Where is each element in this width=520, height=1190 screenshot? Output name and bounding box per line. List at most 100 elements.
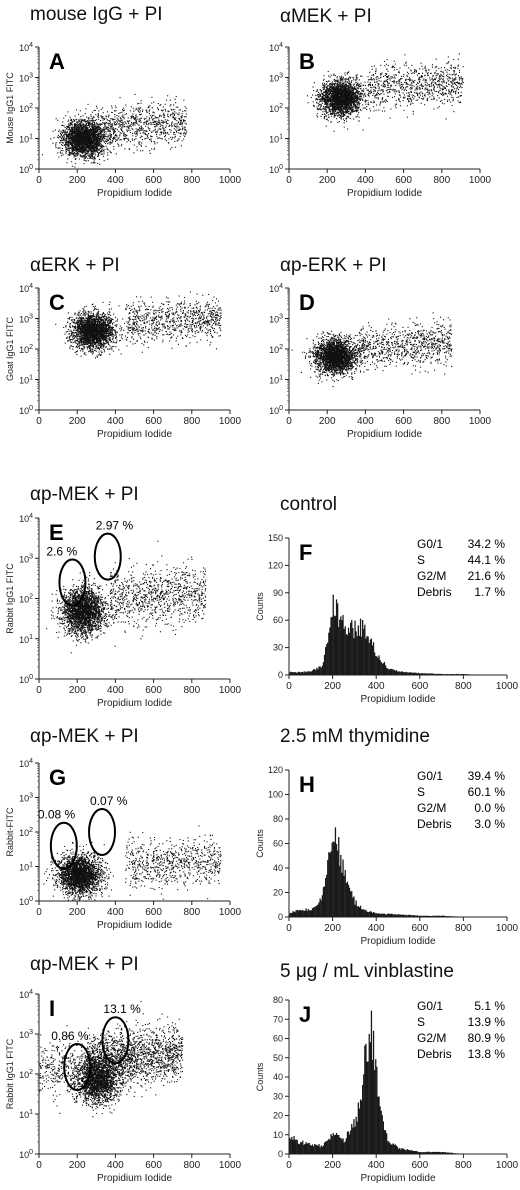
scatter-point <box>135 138 136 139</box>
scatter-point <box>97 149 98 150</box>
scatter-point <box>321 116 322 117</box>
scatter-point <box>115 122 116 123</box>
scatter-point <box>344 120 345 121</box>
scatter-point <box>119 134 120 135</box>
scatter-point <box>63 130 64 131</box>
scatter-point <box>367 82 368 83</box>
scatter-point <box>182 126 183 127</box>
scatter-point <box>92 112 93 113</box>
y-tick-base: 10 <box>269 74 279 84</box>
scatter-point <box>87 131 88 132</box>
scatter-point <box>58 137 59 138</box>
scatter-point <box>167 133 168 134</box>
scatter-point <box>83 129 84 130</box>
scatter-point <box>163 122 164 123</box>
scatter-point <box>92 137 93 138</box>
scatter-point <box>107 126 108 127</box>
scatter-point <box>139 143 140 144</box>
scatter-point <box>74 125 75 126</box>
scatter-point <box>62 121 63 122</box>
scatter-point <box>138 120 139 121</box>
scatter-point <box>89 133 90 134</box>
scatter-point <box>92 141 93 142</box>
scatter-point <box>82 136 83 137</box>
scatter-point <box>135 125 136 126</box>
scatter-point <box>73 154 74 155</box>
scatter-point <box>73 148 74 149</box>
scatter-point <box>105 126 106 127</box>
scatter-point <box>85 108 86 109</box>
scatter-point <box>329 93 330 94</box>
scatter-point <box>113 146 114 147</box>
scatter-point <box>123 133 124 134</box>
scatter-point <box>98 113 99 114</box>
scatter-point <box>106 131 107 132</box>
scatter-point <box>155 126 156 127</box>
scatter-point <box>153 118 154 119</box>
scatter-point <box>108 131 109 132</box>
scatter-point <box>95 120 96 121</box>
scatter-point <box>76 133 77 134</box>
scatter-point <box>176 120 177 121</box>
scatter-point <box>173 132 174 133</box>
scatter-point <box>79 129 80 130</box>
scatter-point <box>116 120 117 121</box>
scatter-point <box>139 144 140 145</box>
scatter-point <box>119 135 120 136</box>
scatter-point <box>170 115 171 116</box>
scatter-point <box>53 131 54 132</box>
scatter-point <box>138 111 139 112</box>
scatter-point <box>322 83 323 84</box>
scatter-point <box>145 146 146 147</box>
scatter-point <box>133 116 134 117</box>
scatter-point <box>79 139 80 140</box>
scatter-point <box>185 134 186 135</box>
scatter-point <box>111 152 112 153</box>
scatter-point <box>172 125 173 126</box>
scatter-point <box>99 131 100 132</box>
scatter-point <box>72 140 73 141</box>
scatter-point <box>160 132 161 133</box>
scatter-point <box>97 151 98 152</box>
scatter-point <box>126 129 127 130</box>
scatter-point <box>95 135 96 136</box>
scatter-point <box>68 145 69 146</box>
panel-letter: B <box>299 49 315 74</box>
scatter-point <box>102 145 103 146</box>
scatter-point <box>344 82 345 83</box>
scatter-point <box>108 136 109 137</box>
scatter-point <box>183 119 184 120</box>
scatter-point <box>340 83 341 84</box>
scatter-point <box>145 122 146 123</box>
scatter-point <box>111 105 112 106</box>
scatter-point <box>321 90 322 91</box>
scatter-point <box>129 120 130 121</box>
scatter-point <box>138 141 139 142</box>
scatter-point <box>324 83 325 84</box>
scatter-point <box>109 123 110 124</box>
scatter-point <box>152 115 153 116</box>
scatter-point <box>124 148 125 149</box>
scatter-point <box>140 145 141 146</box>
scatter-point <box>57 148 58 149</box>
scatter-point <box>88 139 89 140</box>
scatter-point <box>119 125 120 126</box>
scatter-point <box>169 125 170 126</box>
scatter-point <box>61 132 62 133</box>
scatter-point <box>123 117 124 118</box>
scatter-point <box>130 132 131 133</box>
scatter-point <box>62 142 63 143</box>
y-tick-base: 10 <box>269 165 279 175</box>
scatter-point <box>155 121 156 122</box>
scatter-point <box>81 140 82 141</box>
scatter-point <box>174 141 175 142</box>
scatter-point <box>148 133 149 134</box>
scatter-point <box>325 111 326 112</box>
scatter-point <box>91 138 92 139</box>
scatter-point <box>141 126 142 127</box>
scatter-point <box>120 121 121 122</box>
scatter-point <box>330 113 331 114</box>
scatter-point <box>136 131 137 132</box>
scatter-point <box>167 114 168 115</box>
